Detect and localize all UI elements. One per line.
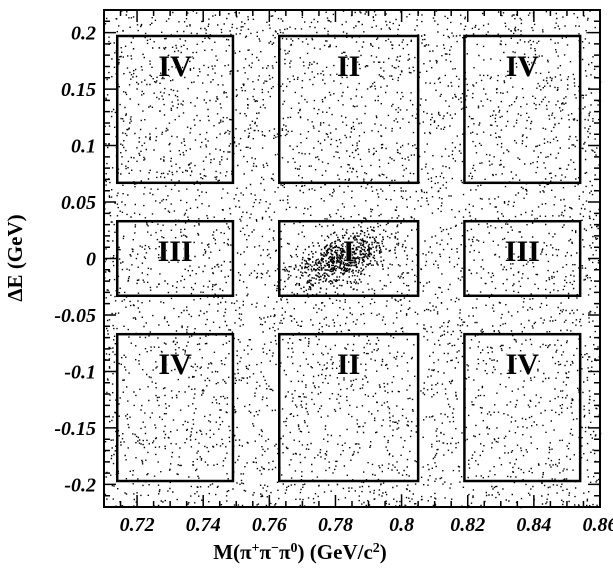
y-axis-title: ΔE (GeV) — [3, 214, 27, 301]
tick-marks — [103, 9, 601, 508]
x-tick-label: 0.78 — [318, 514, 353, 536]
y-tick-label: 0 — [86, 249, 96, 271]
region-label: IV — [506, 50, 540, 83]
region-label: IV — [158, 348, 192, 381]
y-tick-label: 0.15 — [61, 79, 96, 101]
y-tick-label: -0.1 — [64, 361, 96, 383]
x-tick-label: 0.8 — [389, 514, 414, 536]
x-tick-labels: 0.72 0.74 0.76 0.78 0.8 0.82 0.84 0.86 — [120, 514, 613, 536]
region-box — [278, 34, 420, 185]
region-box — [278, 332, 420, 483]
region-box — [463, 332, 582, 483]
region-label: III — [158, 235, 193, 268]
x-tick-label: 0.84 — [516, 514, 551, 536]
region-box — [463, 34, 582, 185]
y-tick-label: -0.15 — [54, 418, 96, 440]
region-box — [463, 219, 582, 298]
y-tick-label: 0.2 — [71, 23, 96, 45]
event-points — [104, 10, 602, 509]
region-box — [278, 219, 420, 298]
y-tick-labels: 0.2 0.15 0.1 0.05 0 -0.05 -0.1 -0.15 -0.2 — [54, 23, 96, 497]
x-tick-label: 0.86 — [583, 514, 613, 536]
region-label: IV — [506, 348, 540, 381]
scatter-points — [104, 10, 602, 509]
region-label: II — [337, 50, 360, 83]
y-tick-label: -0.05 — [54, 305, 96, 327]
region-box — [115, 332, 235, 483]
x-tick-label: 0.82 — [450, 514, 485, 536]
x-tick-label: 0.72 — [120, 514, 155, 536]
x-tick-label: 0.74 — [186, 514, 221, 536]
y-tick-label: -0.2 — [64, 474, 96, 496]
axis-ticks — [103, 9, 601, 508]
region-label: I — [343, 235, 355, 268]
region-box — [115, 219, 235, 298]
x-tick-label: 0.76 — [252, 514, 287, 536]
y-tick-label: 0.05 — [61, 192, 96, 214]
region-label: II — [337, 348, 360, 381]
x-axis-title: M(π+π−π0) (GeV/c2) — [213, 540, 387, 564]
region-label: IV — [158, 50, 192, 83]
region-label: III — [505, 235, 540, 268]
y-tick-label: 0.1 — [71, 136, 96, 158]
region-box — [115, 34, 235, 185]
